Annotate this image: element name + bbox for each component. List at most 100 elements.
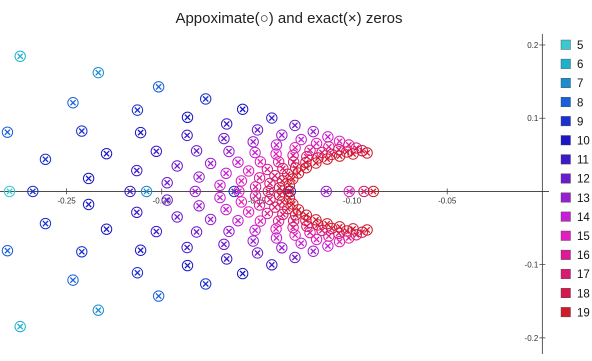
exact-zero-marker — [292, 144, 299, 151]
exact-zero-marker — [268, 114, 275, 122]
approx-zero-marker — [131, 206, 143, 219]
legend-swatch — [560, 211, 571, 222]
approx-zero-marker — [1, 244, 14, 257]
approx-zero-marker — [266, 259, 278, 271]
legend-label: 14 — [577, 212, 590, 224]
approx-zero-marker — [276, 129, 288, 141]
x-tick-label: -0.25 — [57, 196, 76, 205]
exact-zero-marker — [223, 206, 230, 213]
exact-zero-marker — [268, 261, 275, 268]
approx-zero-marker — [161, 177, 173, 189]
approx-zero-marker — [251, 124, 264, 136]
exact-zero-marker — [184, 244, 191, 251]
exact-zero-marker — [312, 159, 319, 167]
series-8 — [1, 81, 165, 302]
exact-zero-marker — [336, 238, 343, 245]
exact-zero-marker — [69, 277, 77, 284]
exact-zero-marker — [325, 233, 332, 240]
legend-label: 10 — [577, 136, 590, 148]
exact-zero-marker — [193, 228, 200, 236]
exact-zero-marker — [271, 204, 278, 211]
approx-zero-marker — [321, 153, 333, 165]
x-tick-label: -0.05 — [438, 196, 457, 205]
approx-zero-marker — [249, 224, 261, 236]
legend-label: 7 — [577, 78, 583, 90]
exact-zero-marker — [238, 198, 245, 205]
exact-zero-marker — [298, 136, 305, 143]
series-11 — [124, 112, 297, 271]
approx-zero-marker — [181, 241, 193, 254]
legend-swatch — [560, 97, 571, 108]
exact-zero-marker — [134, 107, 141, 114]
approx-zero-marker — [276, 242, 288, 254]
approx-zero-marker — [310, 157, 322, 169]
approx-zero-marker — [287, 198, 299, 210]
exact-zero-marker — [370, 188, 377, 195]
exact-zero-marker — [256, 201, 263, 209]
exact-zero-marker — [250, 138, 257, 145]
legend-swatch — [560, 288, 571, 298]
approx-zero-marker — [261, 207, 274, 220]
approx-zero-marker — [193, 200, 205, 212]
approx-zero-marker — [320, 185, 332, 198]
exact-zero-marker — [4, 129, 11, 136]
approx-zero-marker — [287, 215, 300, 227]
approx-zero-marker — [304, 144, 316, 156]
approx-zero-marker — [181, 111, 194, 124]
approx-zero-marker — [289, 119, 301, 132]
exact-zero-marker — [291, 254, 298, 261]
approx-zero-marker — [3, 185, 16, 198]
approx-zero-marker — [181, 129, 193, 142]
exact-zero-marker — [252, 183, 259, 190]
exact-zero-marker — [364, 149, 371, 157]
approx-zero-marker — [270, 139, 283, 151]
data-points — [1, 50, 380, 333]
exact-zero-marker — [164, 197, 171, 204]
approx-zero-marker — [307, 245, 319, 257]
exact-zero-marker — [133, 209, 140, 216]
approx-zero-marker — [242, 206, 255, 218]
approx-zero-marker — [270, 232, 283, 244]
legend-label: 5 — [577, 40, 583, 52]
exact-zero-marker — [103, 150, 110, 157]
approx-zero-marker — [204, 213, 217, 226]
approx-zero-marker — [312, 219, 324, 231]
exact-zero-marker — [184, 114, 191, 121]
exact-zero-marker — [137, 129, 144, 136]
approx-zero-marker — [14, 50, 26, 62]
approx-zero-marker — [261, 163, 274, 176]
series-15 — [233, 135, 355, 248]
approx-zero-marker — [220, 118, 233, 130]
approx-zero-marker — [312, 152, 324, 164]
exact-zero-marker — [360, 188, 368, 195]
approx-zero-marker — [249, 181, 262, 193]
approx-zero-marker — [242, 165, 255, 177]
approx-zero-marker — [292, 204, 305, 216]
approx-zero-marker — [220, 253, 233, 265]
approx-zero-marker — [39, 153, 52, 166]
approx-zero-marker — [272, 156, 285, 168]
exact-zero-marker — [137, 247, 144, 254]
exact-zero-marker — [17, 53, 24, 60]
legend-label: 11 — [577, 155, 589, 167]
approx-zero-marker — [254, 156, 267, 168]
approx-zero-marker — [134, 244, 147, 256]
approx-zero-marker — [193, 171, 205, 183]
exact-zero-marker — [250, 237, 257, 245]
approx-zero-marker — [181, 259, 194, 272]
exact-zero-marker — [273, 234, 280, 242]
approx-zero-marker — [131, 164, 143, 177]
approx-zero-marker — [161, 194, 173, 206]
approx-zero-marker — [247, 235, 259, 247]
approx-zero-marker — [67, 274, 79, 286]
approx-zero-marker — [266, 112, 278, 124]
approx-zero-marker — [190, 226, 203, 238]
approx-zero-marker — [333, 221, 346, 233]
exact-zero-marker — [343, 227, 350, 234]
approx-zero-marker — [92, 304, 105, 316]
legend-label: 13 — [577, 193, 590, 205]
exact-zero-marker — [225, 148, 233, 155]
exact-zero-marker — [364, 226, 371, 233]
exact-zero-marker — [295, 169, 302, 177]
